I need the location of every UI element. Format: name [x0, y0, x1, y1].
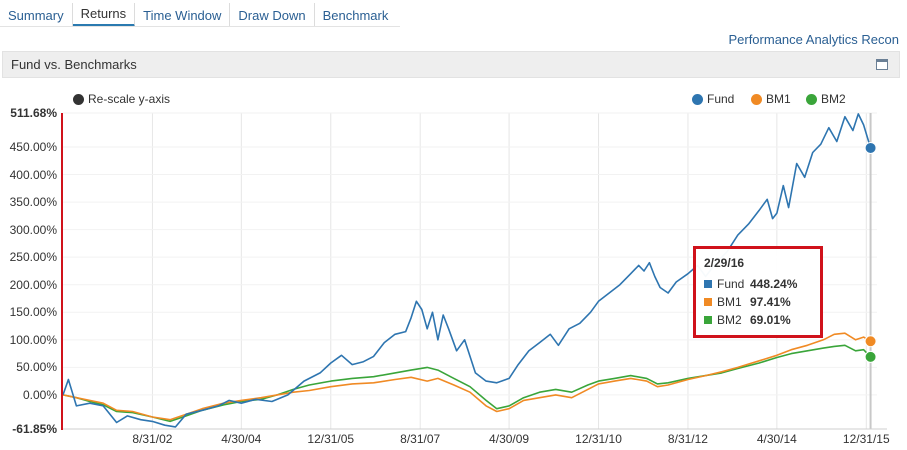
tab-returns[interactable]: Returns [72, 3, 136, 27]
tab-draw-down[interactable]: Draw Down [230, 3, 315, 27]
panel-header: Fund vs. Benchmarks [2, 51, 900, 78]
maximize-icon[interactable] [876, 59, 888, 70]
tooltip-name: Fund [717, 277, 745, 291]
y-tick-label: 450.00% [9, 139, 57, 154]
x-tick-label: 8/31/02 [132, 432, 173, 446]
tooltip-value: 69.01% [750, 313, 791, 327]
x-tick-label: 4/30/09 [489, 432, 530, 446]
legend-label-bm2: BM2 [821, 92, 846, 106]
legend-item-fund[interactable]: Fund [692, 92, 734, 106]
x-tick-label: 12/31/15 [842, 432, 890, 446]
tab-bar: Summary Returns Time Window Draw Down Be… [0, 0, 907, 27]
legend-item-bm2[interactable]: BM2 [806, 92, 846, 106]
series-line-bm2 [62, 344, 872, 423]
x-tick-label: 12/31/10 [575, 432, 622, 446]
tab-benchmark[interactable]: Benchmark [322, 7, 389, 23]
performance-analytics-recon-link[interactable]: Performance Analytics Recon [728, 32, 899, 47]
panel-title: Fund vs. Benchmarks [11, 57, 137, 72]
legend-item-bm1[interactable]: BM1 [751, 92, 791, 106]
bm2-swatch-icon [704, 316, 712, 324]
x-tick-label: 8/31/07 [400, 432, 441, 446]
rescale-dot-icon [73, 93, 84, 105]
bm2-legend-dot-icon [806, 93, 817, 105]
y-tick-label: 200.00% [9, 277, 57, 292]
rescale-y-axis-toggle[interactable]: Re-scale y-axis [73, 92, 170, 106]
y-tick-label: 511.68% [10, 106, 57, 120]
y-tick-label: 150.00% [9, 305, 57, 320]
tooltip: 2/29/16 Fund 448.24% BM1 97.41% BM2 69.0… [693, 246, 823, 338]
bm1-swatch-icon [704, 298, 712, 306]
tab-underline [0, 26, 400, 27]
y-tick-label: 400.00% [9, 167, 57, 182]
y-tick-label: 50.00% [16, 360, 57, 375]
tooltip-row-fund: Fund 448.24% [704, 275, 820, 293]
y-tick-label: 0.00% [22, 387, 57, 402]
tooltip-row-bm1: BM1 97.41% [704, 293, 820, 311]
fund-legend-dot-icon [692, 93, 703, 105]
end-marker-bm2 [864, 350, 877, 363]
y-tick-label: 350.00% [9, 195, 57, 210]
tab-summary[interactable]: Summary [0, 3, 73, 27]
series-line-bm1 [62, 332, 872, 421]
tooltip-value: 448.24% [750, 277, 798, 291]
tab-time-window[interactable]: Time Window [135, 3, 231, 27]
y-tick-label: 100.00% [9, 332, 57, 347]
x-tick-label: 8/31/12 [667, 432, 708, 446]
end-marker-fund [864, 141, 877, 154]
rescale-label: Re-scale y-axis [88, 92, 171, 106]
fund-swatch-icon [704, 280, 712, 288]
y-axis-highlight [61, 113, 63, 430]
legend-label-fund: Fund [707, 92, 735, 106]
x-tick-label: 4/30/14 [756, 432, 797, 446]
tooltip-name: BM1 [717, 295, 742, 309]
tooltip-row-bm2: BM2 69.01% [704, 311, 820, 329]
tooltip-name: BM2 [717, 313, 742, 327]
y-tick-label: -61.85% [12, 422, 57, 436]
x-tick-label: 12/31/05 [307, 432, 355, 446]
legend-label-bm1: BM1 [766, 92, 791, 106]
x-tick-label: 4/30/04 [221, 432, 262, 446]
tooltip-value: 97.41% [750, 295, 791, 309]
tooltip-date: 2/29/16 [704, 256, 745, 270]
end-marker-bm1 [864, 335, 877, 348]
series-line-fund [62, 113, 872, 428]
y-tick-label: 300.00% [9, 222, 57, 237]
y-tick-label: 250.00% [9, 250, 57, 265]
bm1-legend-dot-icon [751, 93, 762, 105]
